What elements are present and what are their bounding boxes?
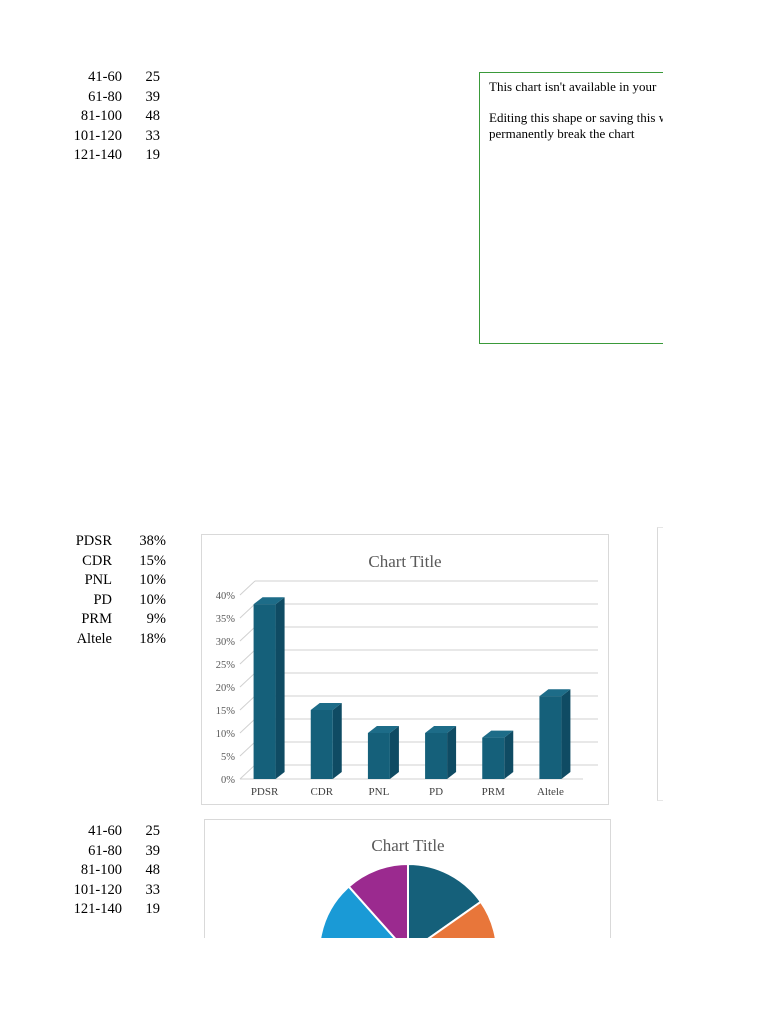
row-label: 81-100 [80, 108, 122, 124]
row-label: 121-140 [73, 901, 122, 917]
row-label: 121-140 [73, 147, 122, 163]
row-value: 10% [139, 591, 166, 608]
row-value: 19 [145, 147, 161, 163]
y-tick-label: 0% [221, 775, 235, 786]
row-value: 48 [145, 108, 161, 124]
row-label: 41-60 [88, 69, 122, 85]
row-value: 18% [139, 630, 166, 647]
y-tick-label: 40% [216, 591, 236, 602]
y-tick-label: 10% [216, 729, 236, 740]
row-value: 10% [139, 572, 166, 588]
x-tick-label: CDR [310, 786, 333, 798]
row-label: 41-60 [88, 823, 122, 839]
bar-top [367, 726, 399, 733]
y-tick-label: 30% [216, 637, 236, 648]
bar-side [447, 726, 457, 779]
gridline-depth [239, 695, 256, 711]
bar [310, 710, 333, 779]
x-tick-label: PRM [482, 786, 505, 798]
row-label: 81-100 [80, 862, 122, 878]
row-label: PNL [84, 572, 112, 588]
gridline-depth [239, 672, 256, 688]
row-value: 25 [145, 69, 161, 85]
y-tick-label: 35% [216, 614, 236, 625]
bar-side [561, 689, 571, 779]
row-value: 19 [145, 901, 161, 917]
row-value: 9% [146, 611, 166, 627]
chart-title: Chart Title [371, 836, 444, 855]
pie-slice [427, 900, 497, 938]
gridline-depth [239, 649, 256, 665]
row-label: Altele [76, 630, 112, 647]
bar-top [539, 689, 571, 697]
row-label: PDSR [75, 533, 112, 549]
pie-chart[interactable]: Chart Title [204, 819, 611, 938]
notice-line-2: Editing this shape or saving this will p… [489, 110, 663, 141]
row-label: 101-120 [73, 127, 122, 144]
pie-chart-svg: Chart Title [319, 836, 497, 938]
bar-side [275, 597, 285, 779]
notice-line-1: This chart isn't available in your [489, 79, 657, 94]
chart-title: Chart Title [368, 552, 441, 571]
gridline-depth [239, 580, 256, 596]
x-tick-label: PDSR [251, 786, 279, 798]
gridline-depth [239, 626, 256, 642]
row-label: 61-80 [88, 88, 122, 105]
chart-unavailable-notice[interactable]: This chart isn't available in your Editi… [479, 72, 663, 344]
partial-chart-frame [657, 527, 663, 801]
y-tick-label: 15% [216, 706, 236, 717]
pie-slice [347, 862, 409, 938]
bar-top [425, 726, 457, 733]
x-tick-label: PD [429, 786, 443, 798]
row-label: 101-120 [73, 881, 122, 898]
gridline-depth [239, 741, 256, 757]
bar [425, 733, 448, 779]
row-label: PRM [81, 611, 112, 627]
bar [482, 737, 505, 779]
bar [539, 696, 562, 779]
row-value: 39 [145, 842, 161, 859]
gridline-depth [239, 764, 256, 780]
row-value: 15% [139, 552, 166, 569]
gridline-depth [239, 718, 256, 734]
bar-top [482, 730, 514, 738]
row-value: 33 [145, 881, 161, 898]
row-label: 61-80 [88, 842, 122, 859]
bar-side [504, 730, 514, 779]
x-tick-label: Altele [537, 786, 564, 798]
row-value: 38% [139, 533, 166, 549]
y-tick-label: 5% [221, 752, 235, 763]
bar-chart-svg: Chart Title 0% 5% 10% 15% 20% 25% 30% 35% 40% PDSR… [216, 552, 598, 798]
bar-chart[interactable]: Chart Title 0% 5% 10% 15% 20% 25% 30% 35% 40% PDSR… [201, 534, 609, 805]
row-value: 25 [145, 823, 161, 839]
row-label: CDR [82, 552, 112, 569]
y-tick-label: 20% [216, 683, 236, 694]
pie-slice [319, 885, 396, 938]
row-value: 48 [145, 862, 161, 878]
pie-slice [407, 862, 483, 938]
bar-side [332, 703, 342, 779]
bar [253, 604, 276, 779]
row-value: 39 [145, 88, 161, 105]
row-value: 33 [145, 127, 161, 144]
bar-top [253, 597, 285, 605]
x-tick-label: PNL [369, 786, 390, 798]
gridline-depth [239, 603, 256, 619]
bar [367, 733, 390, 779]
bar-side [389, 726, 399, 779]
y-tick-label: 25% [216, 660, 236, 671]
bar-top [310, 703, 342, 710]
row-label: PD [93, 591, 112, 608]
